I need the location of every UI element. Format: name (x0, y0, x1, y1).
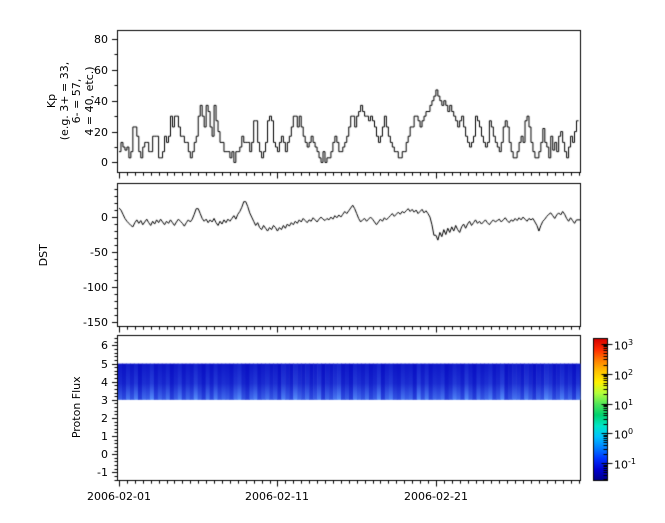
y-tick-label: 6 (101, 338, 108, 352)
y-tick-label: -100 (83, 280, 108, 294)
y-tick-label: 4 (101, 375, 108, 389)
y-tick-label: 60 (94, 63, 108, 77)
y-tick-label: 40 (94, 94, 108, 108)
y-tick-label: 2 (101, 411, 108, 425)
x-tick-label-feb11: 2006-02-11 (245, 490, 309, 503)
y-tick-label: 1 (101, 429, 108, 443)
y-tick-label: 0 (101, 210, 108, 224)
y-tick-label: -50 (90, 245, 108, 259)
kp-axis-title-line1: Kp (45, 93, 58, 109)
colorbar-tick-label: 103 (614, 337, 634, 353)
dst-axis-title: DST (36, 244, 50, 267)
y-tick-label: 5 (101, 357, 108, 371)
colorbar-tick-label: 101 (614, 397, 634, 413)
x-tick-label-feb01: 2006-02-01 (87, 490, 151, 503)
x-tick-label-feb21: 2006-02-21 (404, 490, 468, 503)
colorbar-tick-label: 10-1 (614, 456, 636, 472)
y-tick-label: 3 (101, 393, 108, 407)
y-tick-label: 80 (94, 32, 108, 46)
y-tick-label: 0 (101, 447, 108, 461)
y-tick-label: -150 (83, 315, 108, 329)
y-tick-label: -1 (97, 465, 108, 479)
colorbar-tick-label: 102 (614, 367, 634, 383)
colorbar-tick-label: 100 (614, 426, 634, 442)
y-tick-label: 20 (94, 125, 108, 139)
y-tick-label: 0 (101, 155, 108, 169)
